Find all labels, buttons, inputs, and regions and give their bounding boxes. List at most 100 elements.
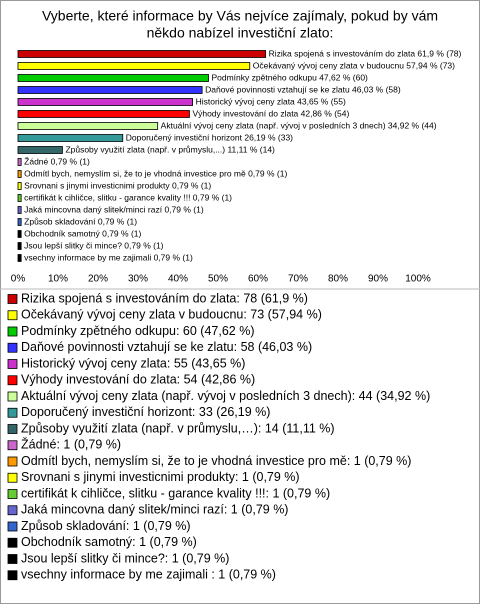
legend-swatch xyxy=(7,407,18,418)
bar-label: Jsou lepší slitky či mince? 0,79 % (1) xyxy=(24,240,164,250)
bar-label: Aktuální vývoj ceny zlata (např. vývoj v… xyxy=(161,120,437,130)
bar xyxy=(17,206,22,214)
legend-label: Srovnani s jinymi investicnimi produkty:… xyxy=(21,470,300,484)
x-tick-label: 40% xyxy=(168,274,188,285)
bar-label-background xyxy=(23,204,205,215)
bar-label-background xyxy=(23,228,143,239)
legend-swatch xyxy=(7,489,18,499)
legend-swatch xyxy=(7,294,18,304)
bar-label: Podmínky zpětného odkupu 47,62 % (60) xyxy=(211,72,368,82)
legend-label: vsechny informace by me zajimali : 1 (0,… xyxy=(21,568,276,582)
legend-swatch xyxy=(7,570,18,581)
legend-swatch xyxy=(7,505,18,516)
legend-label: Podmínky zpětného odkupu: 60 (47,62 %) xyxy=(21,324,254,338)
bar xyxy=(17,194,22,202)
bar-label: Daňové povinnosti vztahují se ke zlatu 4… xyxy=(205,84,401,94)
legend-label: Výhody investování do zlata: 54 (42,86 %… xyxy=(21,373,255,387)
bar-label: Žádné 0,79 % (1) xyxy=(24,156,90,166)
bar-label-background xyxy=(23,192,234,203)
bar-label-background xyxy=(23,216,139,227)
legend-label: Obchodník samotný: 1 (0,79 %) xyxy=(21,535,197,549)
bar-label: Způsob skladování 0,79 % (1) xyxy=(24,216,137,226)
x-tick-label: 90% xyxy=(368,274,388,285)
legend-swatch xyxy=(7,456,18,467)
x-tick-label: 20% xyxy=(88,274,108,285)
bar xyxy=(17,134,124,142)
bar-label-background xyxy=(194,96,347,107)
legend-swatch xyxy=(7,359,18,369)
bar-label: Výhody investování do zlata 42,86 % (54) xyxy=(192,108,349,118)
x-tick-label: 50% xyxy=(208,274,228,285)
legend-label: Daňové povinnosti vztahují se ke zlatu: … xyxy=(21,340,312,354)
legend-label: Očekávaný vývoj ceny zlata v budoucnu: 7… xyxy=(21,308,322,322)
legend-label: Doporučený investiční horizont: 33 (26,1… xyxy=(21,405,270,419)
bar-label: Doporučený investiční horizont 26,19 % (… xyxy=(126,132,293,142)
bar-label: Rizika spojená s investováním do zlata 6… xyxy=(269,48,462,58)
bar xyxy=(17,86,203,94)
legend-swatch xyxy=(7,391,18,402)
bar-label: Obchodník samotný 0,79 % (1) xyxy=(24,228,141,238)
legend-swatch xyxy=(7,342,18,353)
bar-label-background xyxy=(23,180,213,191)
bar xyxy=(17,218,22,226)
bar-label-background xyxy=(204,84,402,95)
bar-label-background xyxy=(159,120,438,131)
legend-label: Historický vývoj ceny zlata: 55 (43,65 %… xyxy=(21,356,245,370)
legend-swatch xyxy=(7,375,18,386)
bar-label-background xyxy=(251,60,457,71)
bar-label-background xyxy=(64,144,277,155)
legend-label: certifikát k cihličce, slitku - garance … xyxy=(21,486,330,500)
bar xyxy=(17,242,22,250)
legend-swatch xyxy=(7,310,18,321)
x-tick-label: 100% xyxy=(405,274,431,285)
bar-label-background xyxy=(210,72,370,83)
legend-label: Jaká mincovna daný slitek/minci razí: 1 … xyxy=(21,503,288,517)
bar-label-background xyxy=(23,168,289,179)
bar-label-background xyxy=(124,132,295,143)
legend-swatch xyxy=(7,537,18,548)
bar xyxy=(17,62,251,70)
bar xyxy=(17,182,22,190)
bar-label: Jaká mincovna daný slitek/minci razí 0,7… xyxy=(24,204,204,214)
bar xyxy=(17,170,22,178)
bar-label: Srovnani s jinymi investicnimi produkty … xyxy=(24,180,211,190)
bar-label: Odmítl bych, nemyslím si, že to je vhodn… xyxy=(24,168,287,178)
legend-swatch xyxy=(7,472,18,483)
bar-label: Historický vývoj ceny zlata 43,65 % (55) xyxy=(196,96,346,106)
x-tick-label: 80% xyxy=(328,274,348,285)
legend-label: Způsob skladování: 1 (0,79 %) xyxy=(21,519,191,533)
bar xyxy=(17,74,209,82)
x-tick-label: 10% xyxy=(48,274,68,285)
bar-label: certifikát k cihličce, slitku - garance … xyxy=(24,192,232,202)
bar-label: Očekávaný vývoj ceny zlata v budoucnu 57… xyxy=(253,60,455,70)
bar xyxy=(17,50,267,58)
bar xyxy=(17,146,63,154)
bar-label: Způsoby využití zlata (např. v průmyslu,… xyxy=(65,144,275,154)
bar xyxy=(17,122,159,130)
legend-swatch xyxy=(7,440,18,451)
bar xyxy=(17,98,194,106)
bar-label: vsechny informace by me zajimali 0,79 % … xyxy=(24,252,193,262)
bar-label-background xyxy=(23,156,92,167)
legend-swatch xyxy=(7,326,18,337)
legend-label: Aktuální vývoj ceny zlata (např. vývoj v… xyxy=(21,389,430,403)
legend-label: Jsou lepší slitky či mince?: 1 (0,79 %) xyxy=(21,551,229,565)
x-tick-label: 60% xyxy=(248,274,268,285)
bar-label-background xyxy=(267,48,463,59)
legend-label: Odmítl bych, nemyslím si, že to je vhodn… xyxy=(21,454,411,468)
chart-title: někdo nabízel investiční zlato: xyxy=(147,25,334,41)
legend-swatch xyxy=(7,521,18,532)
bar-label-background xyxy=(191,108,351,119)
legend-label: Rizika spojená s investováním do zlata: … xyxy=(21,291,308,305)
bar xyxy=(17,254,22,262)
x-tick-label: 30% xyxy=(128,274,148,285)
x-tick-label: 70% xyxy=(288,274,308,285)
legend-label: Způsoby využití zlata (např. v průmyslu,… xyxy=(21,421,335,435)
x-tick-label: 0% xyxy=(11,274,26,285)
bar xyxy=(17,158,22,166)
bar-label-background xyxy=(23,252,194,263)
bar-label-background xyxy=(23,240,165,251)
legend-label: Žádné: 1 (0,79 %) xyxy=(21,437,121,452)
legend-swatch xyxy=(7,424,18,434)
